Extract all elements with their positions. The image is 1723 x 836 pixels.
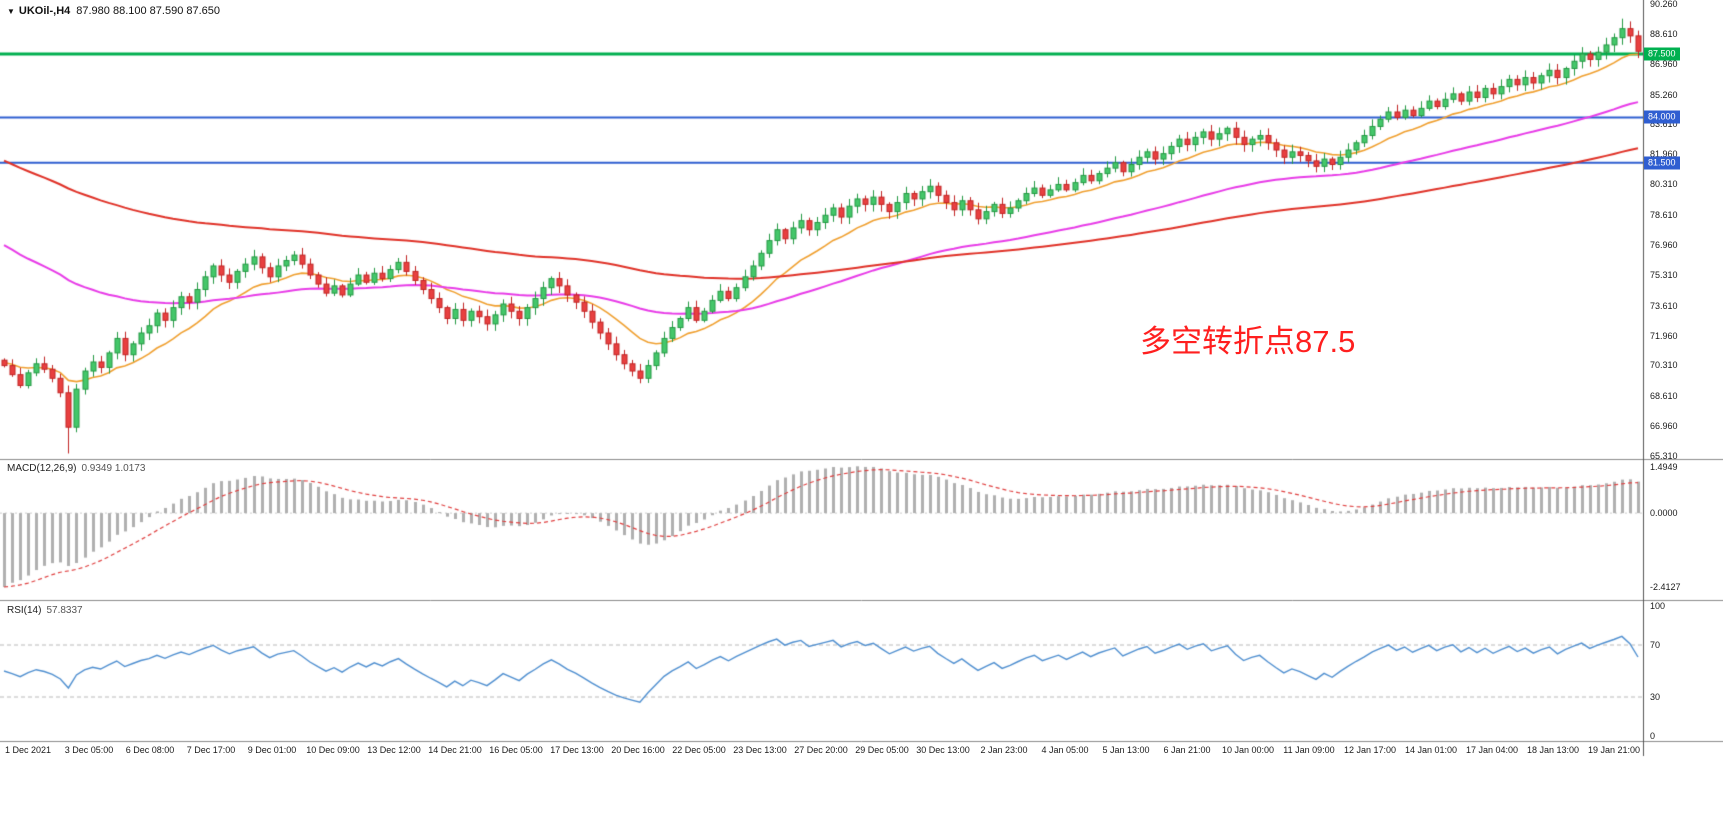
rsi-value: 57.8337 [46, 605, 83, 616]
price-axis-label: 66.960 [1650, 421, 1678, 432]
macd-axis-label: -2.4127 [1650, 582, 1681, 593]
price-axis-label: 70.310 [1650, 360, 1678, 371]
hline-price-tag: 84.000 [1644, 110, 1680, 124]
time-axis-label: 27 Dec 20:00 [794, 745, 848, 755]
rsi-axis-label: 0 [1650, 731, 1656, 741]
rsi-axis-label: 100 [1650, 601, 1666, 611]
price-axis-label: 65.310 [1650, 451, 1678, 461]
rsi-axis-label: 30 [1650, 692, 1661, 702]
rsi-indicator-label: RSI(14) 57.8337 [7, 605, 83, 616]
price-axis-label: 81.960 [1650, 149, 1678, 160]
price-axis-label: 85.260 [1650, 89, 1678, 100]
chart-title: ▼ UKOil-,H4 87.980 88.100 87.590 87.650 [7, 5, 220, 17]
price-axis-label: 73.610 [1650, 300, 1678, 311]
price-axis-label: 80.310 [1650, 179, 1678, 190]
time-axis-label: 6 Jan 21:00 [1163, 745, 1211, 755]
time-axis-label: 18 Jan 13:00 [1526, 745, 1580, 755]
time-axis-label: 1 Dec 2021 [4, 745, 52, 755]
time-axis-label: 30 Dec 13:00 [916, 745, 970, 755]
price-axis-label: 75.310 [1650, 269, 1678, 280]
time-axis-label: 6 Dec 08:00 [125, 745, 175, 755]
time-axis-label: 17 Jan 04:00 [1465, 745, 1519, 755]
time-axis-label: 22 Dec 05:00 [672, 745, 726, 755]
time-axis-label: 12 Jan 17:00 [1343, 745, 1397, 755]
time-axis-label: 11 Jan 09:00 [1283, 745, 1335, 755]
time-axis-label: 10 Dec 09:00 [306, 745, 360, 755]
hline-price-tag: 81.500 [1644, 156, 1680, 170]
time-axis-label: 19 Jan 21:00 [1587, 745, 1641, 755]
rsi-axis-label: 70 [1650, 640, 1661, 650]
price-axis-label: 68.610 [1650, 391, 1678, 402]
time-axis-label: 29 Dec 05:00 [855, 745, 909, 755]
time-axis-label: 3 Dec 05:00 [64, 745, 114, 755]
time-axis-label: 17 Dec 13:00 [550, 745, 604, 755]
time-axis-label: 9 Dec 01:00 [247, 745, 297, 755]
time-axis-label: 23 Dec 13:00 [733, 745, 787, 755]
bull-bear-turning-point-annotation: 多空转折点87.5 [1140, 324, 1356, 359]
time-axis-label: 16 Dec 05:00 [489, 745, 543, 755]
price-axis-label: 71.960 [1650, 330, 1678, 341]
price-axis-label: 88.610 [1650, 28, 1678, 39]
macd-axis-label: 0.0000 [1650, 508, 1678, 519]
time-axis-label: 4 Jan 05:00 [1041, 745, 1089, 755]
hline-price-tag: 87.500 [1644, 47, 1680, 61]
macd-indicator-label: MACD(12,26,9) 0.9349 1.0173 [7, 463, 145, 474]
symbol-timeframe-label: UKOil-,H4 [18, 5, 71, 17]
price-axis-label: 90.260 [1650, 0, 1678, 9]
time-axis-label: 13 Dec 12:00 [367, 745, 421, 755]
macd-values: 0.9349 1.0173 [81, 463, 146, 474]
rsi-name: RSI(14) [7, 605, 42, 616]
time-axis-label: 5 Jan 13:00 [1102, 745, 1150, 755]
time-axis-label: 10 Jan 00:00 [1221, 745, 1275, 755]
time-axis-label: 14 Jan 01:00 [1404, 745, 1458, 755]
time-axis-label: 7 Dec 17:00 [186, 745, 236, 755]
time-axis-label: 20 Dec 16:00 [611, 745, 665, 755]
ohlc-values: 87.980 88.100 87.590 87.650 [76, 5, 221, 17]
price-axis-label: 83.610 [1650, 119, 1678, 130]
macd-axis-label: 1.4949 [1650, 462, 1678, 473]
price-axis-label: 78.610 [1650, 210, 1678, 221]
price-axis-label: 86.960 [1650, 58, 1678, 69]
time-axis-label: 2 Jan 23:00 [980, 745, 1028, 755]
symbol-dropdown-icon[interactable]: ▼ [7, 7, 15, 16]
time-axis-label: 14 Dec 21:00 [428, 745, 482, 755]
macd-name: MACD(12,26,9) [7, 463, 77, 474]
price-axis-label: 76.960 [1650, 239, 1678, 250]
